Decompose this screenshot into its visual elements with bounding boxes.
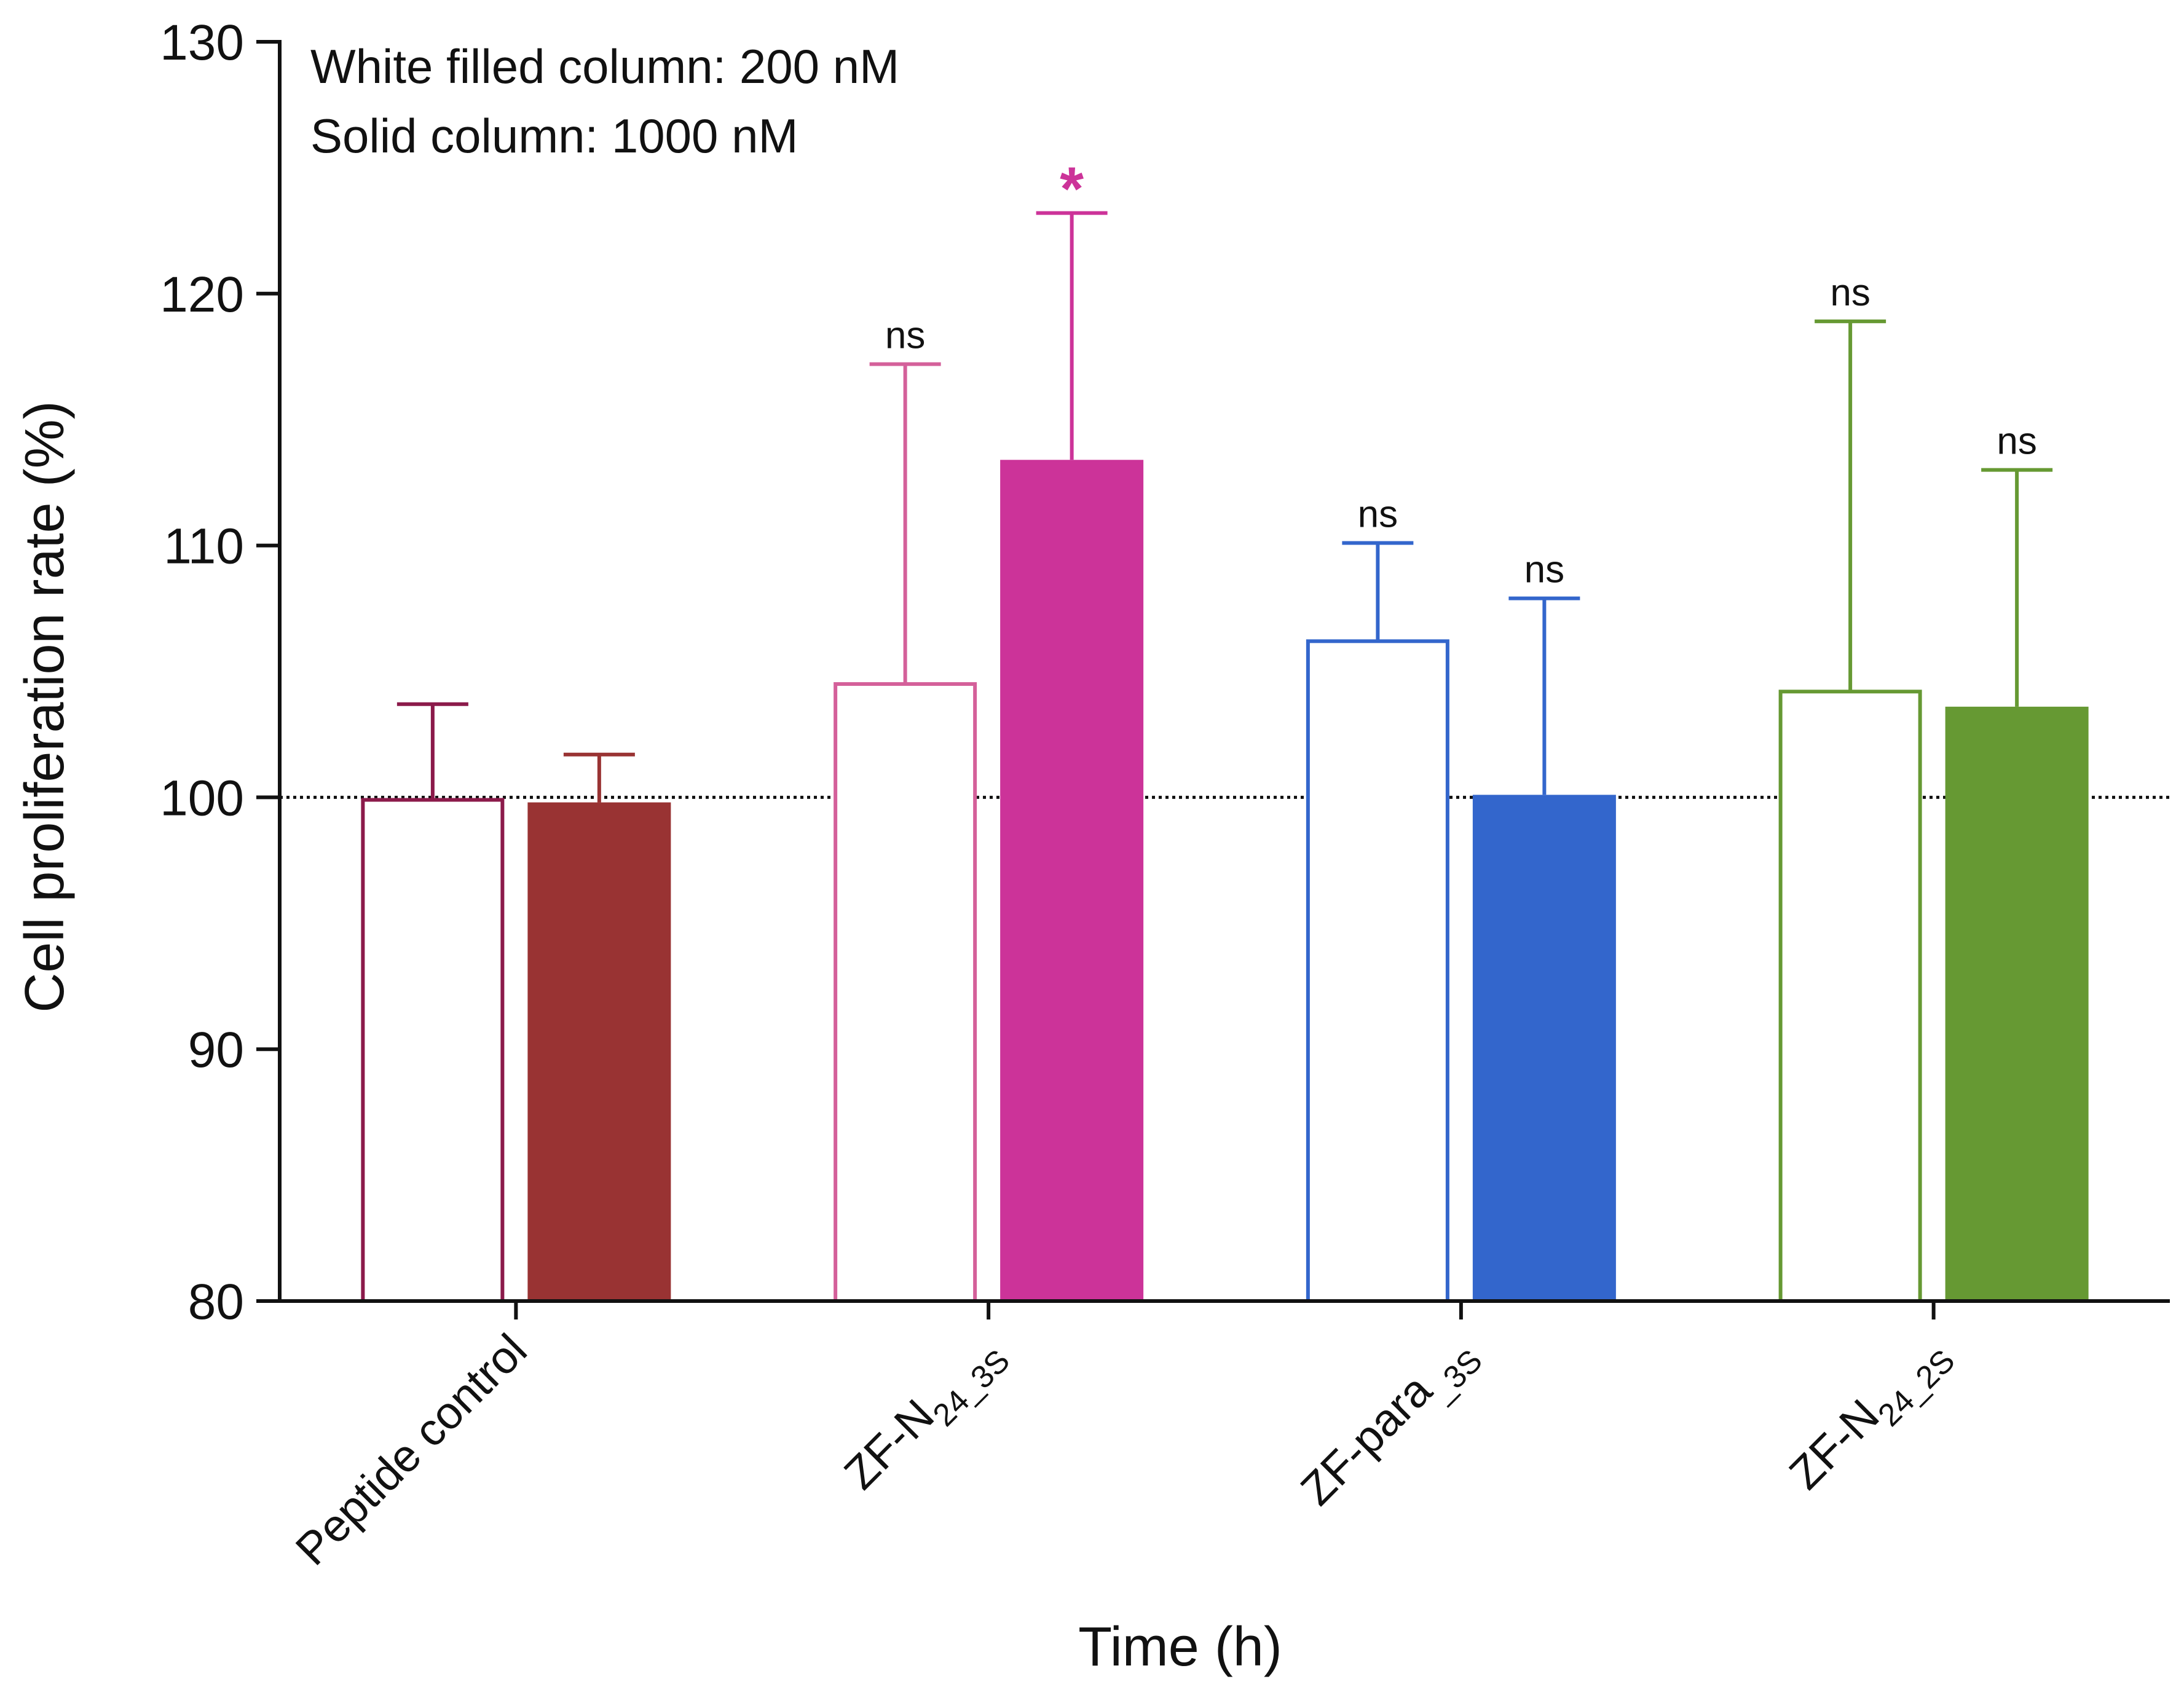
significance-label-solid-2: * [1060,155,1084,224]
x-axis-title: Time (h) [1078,1616,1282,1678]
legend: White filled column: 200 nM Solid column… [310,39,899,163]
bar-solid-1 [527,802,671,1301]
axes-layer [256,40,2170,1319]
y-tick-label-90: 90 [188,1022,244,1078]
x-tick-label-1: Peptide control [286,1324,537,1575]
significance-label-solid-4: ns [1997,420,2036,463]
bar-white-4 [1778,690,1922,1304]
legend-entry-white: White filled column: 200 nM [310,39,899,93]
y-tick-label-120: 120 [160,267,244,323]
significance-label-solid-3: ns [1524,549,1564,591]
bar-solid-4 [1945,706,2089,1301]
bar-white-2 [834,682,977,1303]
x-tick-label-3: ZF-para_3S [1291,1324,1489,1523]
bar-solid-2 [1000,460,1144,1301]
x-tick-label-2: ZF-N24_3S [834,1324,1017,1507]
x-tick-label-4: ZF-N24_2S [1780,1324,1962,1507]
legend-entry-solid: Solid column: 1000 nM [310,109,798,163]
bars-layer [361,211,2089,1304]
bar-solid-3 [1472,795,1616,1301]
bar-white-1 [361,798,505,1304]
bar-white-3 [1306,639,1449,1303]
significance-label-white-2: ns [885,315,925,357]
y-tick-label-100: 100 [160,770,244,826]
y-tick-label-110: 110 [164,519,244,575]
y-axis-title: Cell proliferation rate (%) [14,401,76,1012]
y-tick-label-130: 130 [160,15,244,71]
significance-label-white-3: ns [1358,494,1398,536]
y-tick-label-80: 80 [188,1274,244,1330]
significance-label-white-4: ns [1830,272,1870,314]
